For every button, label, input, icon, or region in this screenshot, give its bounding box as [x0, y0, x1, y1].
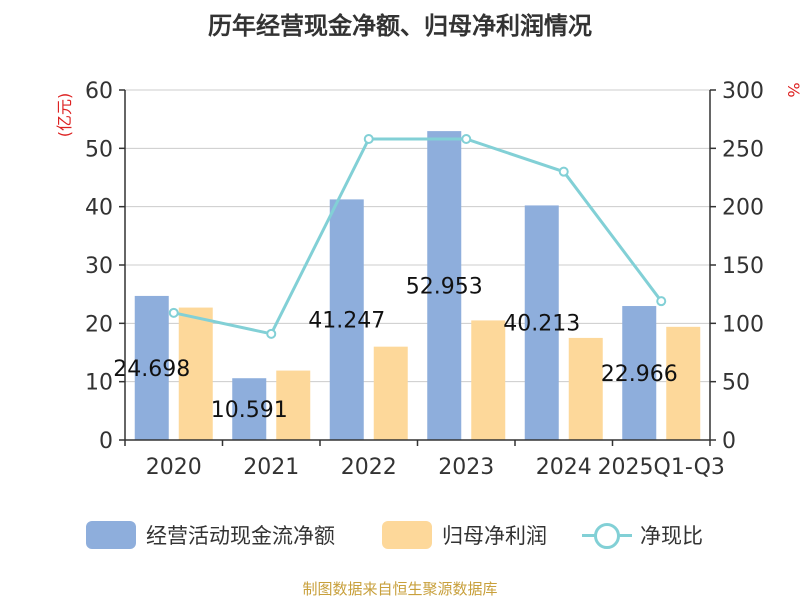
bar-cashflow: [427, 131, 462, 441]
left-tick-label: 60: [85, 79, 113, 104]
data-labels: 24.698 10.591 41.247 52.953 40.213 22.966: [113, 275, 677, 424]
right-tick-label: 100: [722, 312, 764, 337]
left-tick-label: 30: [85, 254, 113, 279]
legend-profit-label: 归母净利润: [442, 524, 547, 548]
right-tick-label: 150: [722, 254, 764, 279]
chart-title: 历年经营现金净额、归母净利润情况: [208, 12, 592, 40]
bar-cashflow: [134, 295, 169, 440]
left-axis-label: (亿元): [55, 93, 74, 138]
cashflow-value-label: 10.591: [211, 398, 288, 423]
x-tick-label: 2024: [536, 455, 592, 480]
legend-ratio[interactable]: 净现比: [582, 518, 703, 552]
source-note: 制图数据来自恒生聚源数据库: [302, 580, 498, 598]
cashflow-value-label: 24.698: [113, 357, 190, 382]
right-tick-label: 50: [722, 371, 750, 396]
right-axis-label: %: [784, 82, 800, 97]
bar-profit: [568, 337, 603, 440]
ratio-point: [363, 134, 374, 144]
x-tick-label: 2020: [146, 455, 202, 480]
x-tick-label: 2021: [243, 455, 299, 480]
ratio-line: [168, 134, 667, 339]
ratio-point: [558, 166, 569, 177]
legend-profit-swatch: [382, 521, 432, 549]
ratio-point: [168, 307, 179, 318]
right-tick-label: 250: [722, 137, 764, 162]
bar-cashflow: [524, 205, 559, 440]
ratio-point: [656, 296, 667, 307]
x-tick-label: 2023: [438, 455, 494, 480]
right-tick-label: 200: [722, 196, 764, 221]
left-tick-label: 10: [85, 371, 113, 396]
cashflow-value-label: 41.247: [308, 309, 385, 334]
x-tick-label: 2025Q1-Q3: [598, 455, 725, 480]
cashflow-value-label: 52.953: [406, 275, 483, 300]
ratio-point: [266, 328, 277, 339]
legend-cashflow[interactable]: 经营活动现金流净额: [86, 518, 335, 552]
right-tick-label: 300: [722, 79, 764, 104]
bar-profit: [178, 307, 213, 440]
legend-cashflow-label: 经营活动现金流净额: [146, 524, 335, 548]
ratio-line-path: [173, 137, 663, 336]
bar-profit: [276, 370, 311, 440]
right-tick-label: 0: [722, 429, 736, 454]
left-tick-label: 40: [85, 196, 113, 221]
bar-cashflow: [232, 378, 267, 440]
legend-profit[interactable]: 归母净利润: [382, 518, 547, 552]
ratio-point: [461, 134, 472, 144]
bar-cashflow: [329, 199, 364, 440]
cashflow-value-label: 40.213: [503, 312, 580, 337]
bars: [134, 131, 701, 441]
legend-ratio-label: 净现比: [640, 524, 703, 548]
legend-ratio-icon: [582, 521, 632, 549]
bar-profit: [666, 326, 701, 440]
bar-cashflow: [622, 306, 657, 440]
left-tick-label: 20: [85, 312, 113, 337]
axes: 0 10 20 30 40 50 60 0 50 100 150 200 250 300 (亿元)% 2020…: [55, 79, 800, 480]
left-tick-label: 0: [99, 429, 113, 454]
cashflow-value-label: 22.966: [601, 362, 678, 387]
left-tick-label: 50: [85, 137, 113, 162]
bar-profit: [471, 320, 506, 440]
legend-cashflow-swatch: [86, 521, 136, 549]
bar-profit: [373, 346, 408, 440]
x-tick-label: 2022: [341, 455, 397, 480]
